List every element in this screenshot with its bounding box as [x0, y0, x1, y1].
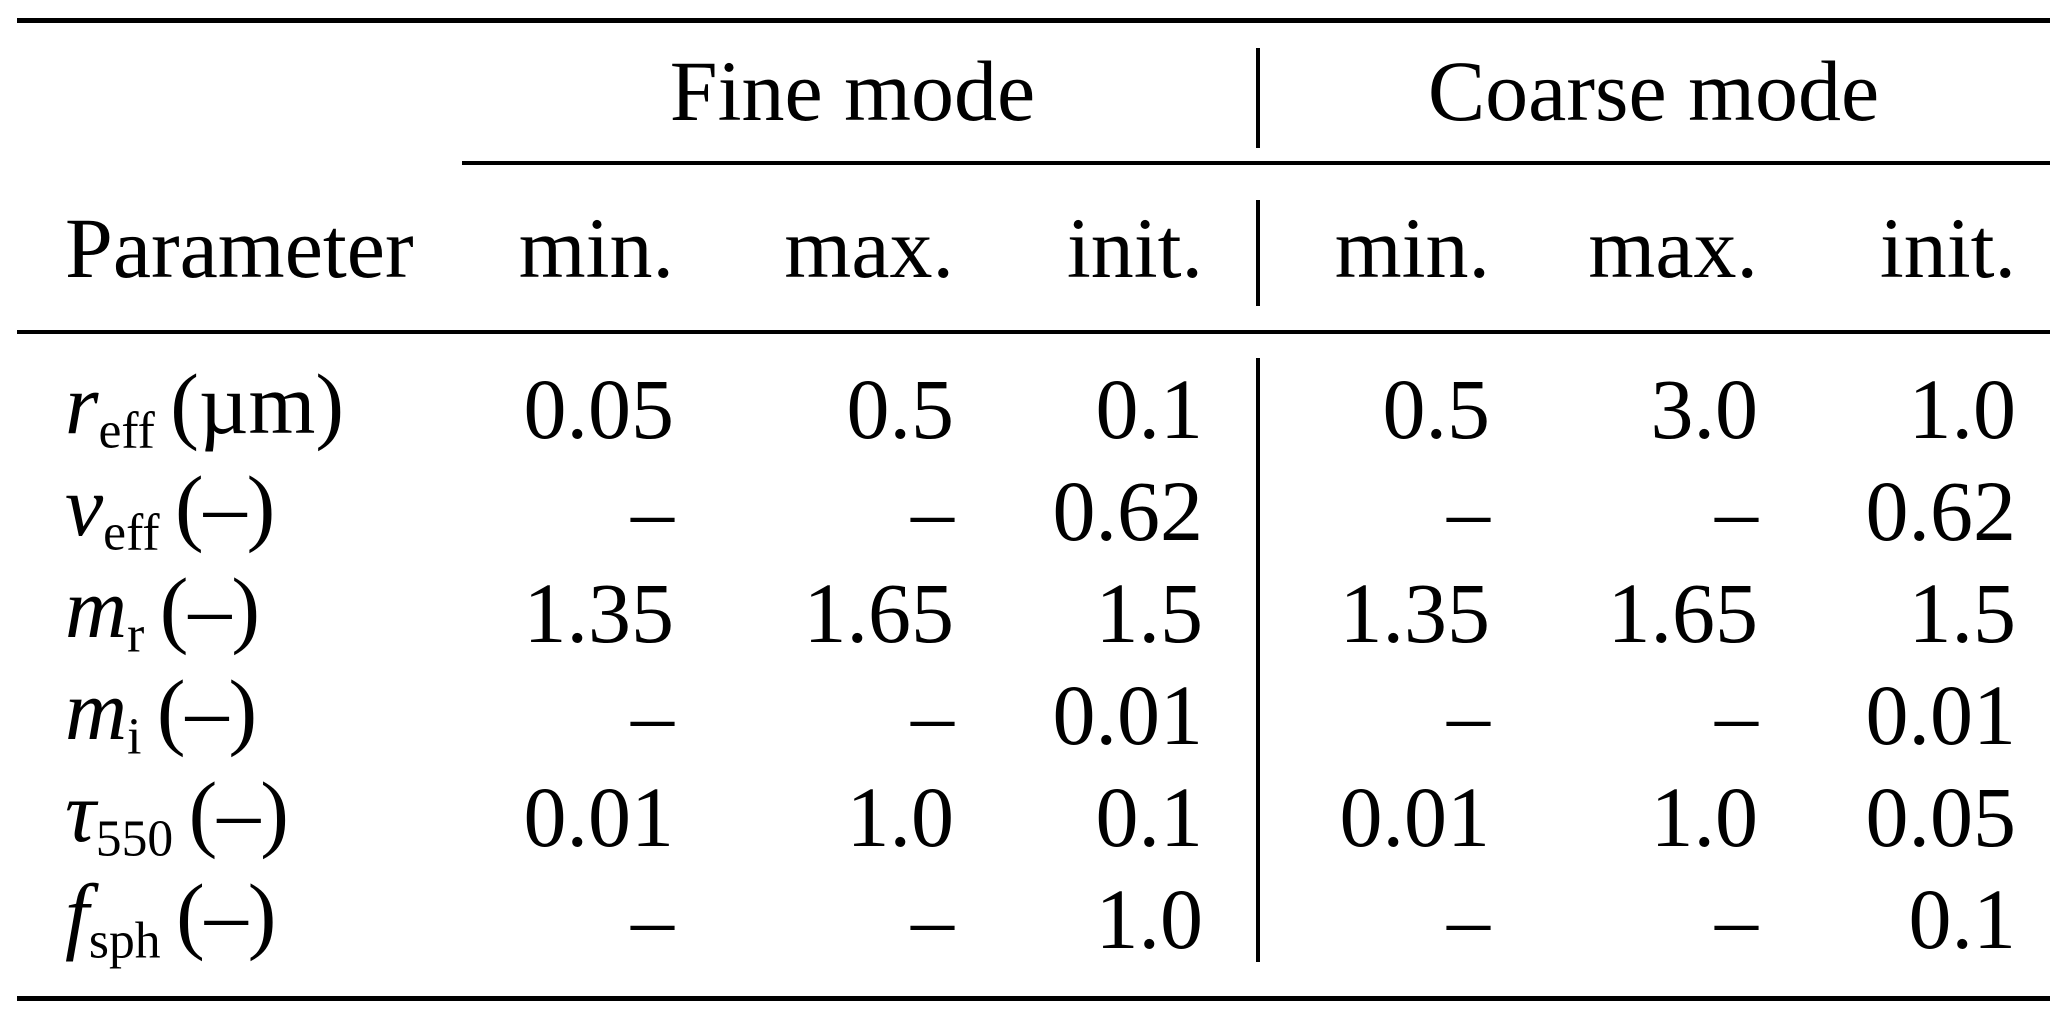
- parameters-table: Fine mode Coarse mode Parameter min. max…: [17, 18, 2049, 970]
- parameter-subscript: sph: [88, 912, 161, 970]
- value-mi-coarse-min: –: [1447, 667, 1490, 763]
- group-header-coarse-mode: Coarse mode: [1427, 42, 1880, 139]
- value-reff-coarse-max: 3.0: [1650, 361, 1759, 457]
- table-top-rule: [17, 18, 2050, 23]
- value-fsph-fine-min: –: [631, 871, 674, 967]
- parameter-symbol: τ: [65, 763, 96, 860]
- column-header-coarse-max: max.: [1588, 199, 1758, 296]
- value-mi-fine-max: –: [911, 667, 954, 763]
- value-tau550-coarse-init: 0.05: [1865, 769, 2017, 865]
- value-tau550-coarse-min: 0.01: [1339, 769, 1491, 865]
- fine-coarse-divider-upper: [1256, 48, 1260, 148]
- parameter-label-veff: veff (–): [17, 463, 447, 559]
- parameter-label-reff: reff (µm): [17, 361, 447, 457]
- parameter-unit: (–): [174, 457, 276, 554]
- value-tau550-coarse-max: 1.0: [1650, 769, 1759, 865]
- parameter-symbol: m: [65, 559, 128, 656]
- value-mr-coarse-min: 1.35: [1339, 565, 1491, 661]
- parameter-label-fsph: fsph (–): [17, 871, 447, 967]
- column-header-coarse-init: init.: [1879, 199, 2016, 296]
- parameter-subscript: 550: [95, 810, 174, 868]
- fine-coarse-divider-lower: [1256, 358, 1260, 962]
- value-mr-fine-init: 1.5: [1095, 565, 1204, 661]
- parameter-subscript: r: [127, 606, 145, 664]
- value-reff-fine-max: 0.5: [846, 361, 955, 457]
- value-veff-coarse-min: –: [1447, 463, 1490, 559]
- parameter-unit: (µm): [170, 355, 345, 452]
- parameter-symbol: r: [65, 355, 99, 452]
- parameter-unit: (–): [176, 865, 277, 962]
- column-header-coarse-min: min.: [1334, 199, 1490, 296]
- value-fsph-coarse-init: 0.1: [1908, 871, 2017, 967]
- value-mi-coarse-init: 0.01: [1865, 667, 2017, 763]
- value-veff-fine-init: 0.62: [1052, 463, 1204, 559]
- parameter-label-tau550: τ550 (–): [17, 769, 447, 865]
- parameter-label-mr: mr (–): [17, 565, 447, 661]
- value-mi-coarse-max: –: [1715, 667, 1758, 763]
- value-mr-coarse-max: 1.65: [1607, 565, 1759, 661]
- header-bottom-rule: [17, 330, 2050, 334]
- value-mr-coarse-init: 1.5: [1908, 565, 2017, 661]
- value-tau550-fine-min: 0.01: [523, 769, 675, 865]
- parameter-symbol: f: [65, 865, 89, 962]
- column-header-fine-max: max.: [784, 199, 954, 296]
- mode-groups-midrule: [462, 161, 2050, 165]
- value-reff-fine-init: 0.1: [1095, 361, 1204, 457]
- value-fsph-coarse-min: –: [1447, 871, 1490, 967]
- value-veff-fine-max: –: [911, 463, 954, 559]
- value-fsph-coarse-max: –: [1715, 871, 1758, 967]
- value-reff-coarse-init: 1.0: [1908, 361, 2017, 457]
- value-mi-fine-min: –: [631, 667, 674, 763]
- column-header-fine-init: init.: [1066, 199, 1203, 296]
- parameter-subscript: i: [127, 708, 142, 766]
- table-bottom-rule: [17, 996, 2050, 1001]
- value-tau550-fine-init: 0.1: [1095, 769, 1204, 865]
- parameter-subscript: eff: [98, 402, 155, 460]
- value-fsph-fine-max: –: [911, 871, 954, 967]
- value-reff-coarse-min: 0.5: [1382, 361, 1491, 457]
- fine-coarse-divider-middle: [1256, 200, 1260, 306]
- value-fsph-fine-init: 1.0: [1095, 871, 1204, 967]
- value-veff-coarse-max: –: [1715, 463, 1758, 559]
- value-tau550-fine-max: 1.0: [846, 769, 955, 865]
- parameter-subscript: eff: [103, 504, 160, 562]
- value-mi-fine-init: 0.01: [1052, 667, 1204, 763]
- value-mr-fine-min: 1.35: [523, 565, 675, 661]
- column-header-parameter: Parameter: [65, 199, 414, 296]
- parameter-unit: (–): [156, 661, 258, 758]
- value-reff-fine-min: 0.05: [523, 361, 675, 457]
- group-header-fine-mode: Fine mode: [669, 42, 1036, 139]
- parameter-symbol: v: [65, 457, 104, 554]
- parameter-label-mi: mi (–): [17, 667, 447, 763]
- parameter-symbol: m: [65, 661, 128, 758]
- value-mr-fine-max: 1.65: [803, 565, 955, 661]
- value-veff-coarse-init: 0.62: [1865, 463, 2017, 559]
- column-header-fine-min: min.: [518, 199, 674, 296]
- parameter-unit: (–): [188, 763, 289, 860]
- value-veff-fine-min: –: [631, 463, 674, 559]
- parameter-unit: (–): [159, 559, 261, 656]
